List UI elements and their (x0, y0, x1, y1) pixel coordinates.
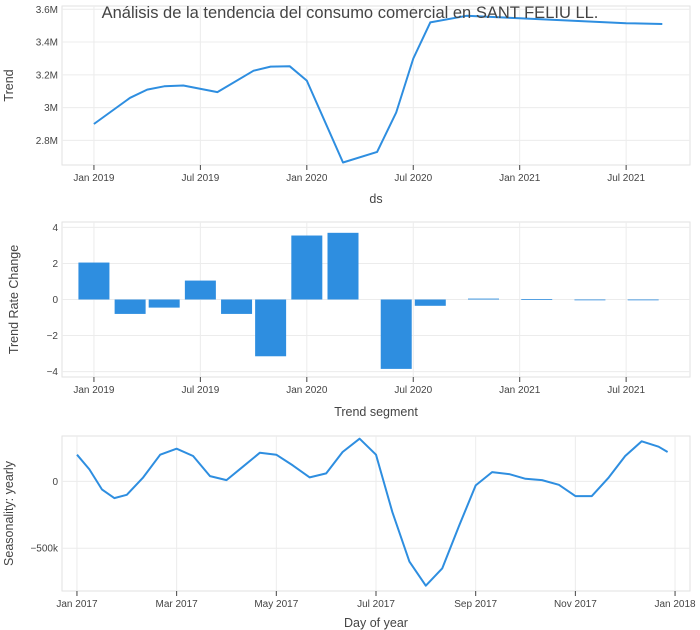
x-tick-label: Jan 2020 (286, 173, 328, 184)
plot-frame (61, 5, 691, 166)
bar (78, 262, 110, 300)
y-tick-label: −4 (47, 367, 59, 378)
y-tick-label: 2 (52, 259, 58, 270)
x-tick-label: Jul 2017 (357, 599, 395, 610)
x-tick-label: Jan 2021 (499, 385, 541, 396)
x-tick-label: Jan 2017 (56, 599, 98, 610)
chart-panel-2: −4 −2 0 2 4 Jan 2019 Jul 2019 Jan 2020 Jul 2020 J… (7, 221, 691, 419)
bar (114, 299, 146, 314)
y-tick-label: 0 (52, 477, 58, 488)
x-tick-label: Jan 2020 (286, 385, 328, 396)
bar (380, 299, 412, 369)
bar (468, 298, 500, 300)
x-tick-label: Jul 2020 (394, 385, 432, 396)
y-tick-label: 0 (52, 295, 58, 306)
bar (327, 232, 359, 300)
x-tick-label: Mar 2017 (156, 599, 199, 610)
y-tick-label: −500k (30, 544, 59, 555)
x-tick-label: Jan 2019 (73, 173, 115, 184)
x-tick-label: Jul 2019 (181, 173, 219, 184)
y-tick-label: −2 (47, 331, 59, 342)
x-tick-label: Jan 2018 (654, 599, 696, 610)
x-tick-label: Jan 2019 (73, 385, 115, 396)
x-tick-label: May 2017 (254, 599, 298, 610)
y-tick-label: 3.4M (36, 38, 58, 49)
x-tick-label: Jul 2021 (607, 173, 645, 184)
x-tick-label: Sep 2017 (454, 599, 497, 610)
chart-panel-1: 2.8M 3M 3.2M 3.4M 3.6M Jan 2019 Jul 2019 Jan 20… (2, 5, 691, 206)
x-axis-title: Day of year (344, 616, 408, 630)
bar (148, 299, 180, 308)
x-tick-label: Jul 2020 (394, 173, 432, 184)
x-tick-label: Jul 2021 (607, 385, 645, 396)
x-tick-label: Nov 2017 (554, 599, 597, 610)
y-tick-label: 3.6M (36, 5, 58, 16)
bar (521, 299, 553, 300)
series-line (93, 14, 663, 164)
y-axis-title: Trend (2, 69, 16, 101)
bar (627, 299, 659, 301)
x-axis-title: ds (369, 192, 382, 206)
y-axis-title: Trend Rate Change (7, 245, 21, 354)
x-tick-label: Jul 2019 (181, 385, 219, 396)
bar (574, 299, 606, 301)
y-tick-label: 2.8M (36, 136, 58, 147)
y-tick-label: 3M (44, 103, 58, 114)
bar (291, 235, 323, 300)
chart-panel-3: −500k 0 Jan 2017 Mar 2017 May 2017 Jul 2017 Se… (2, 435, 696, 630)
y-tick-label: 3.2M (36, 70, 58, 81)
x-axis-title: Trend segment (334, 405, 418, 419)
bar (255, 299, 287, 357)
x-tick-label: Jan 2021 (499, 173, 541, 184)
chart-title: Análisis de la tendencia del consumo com… (102, 4, 599, 22)
bar (414, 299, 446, 306)
y-tick-label: 4 (52, 223, 58, 234)
bar (184, 280, 216, 300)
bar (221, 299, 253, 314)
series-line (76, 437, 669, 587)
y-axis-title: Seasonality: yearly (2, 460, 16, 566)
